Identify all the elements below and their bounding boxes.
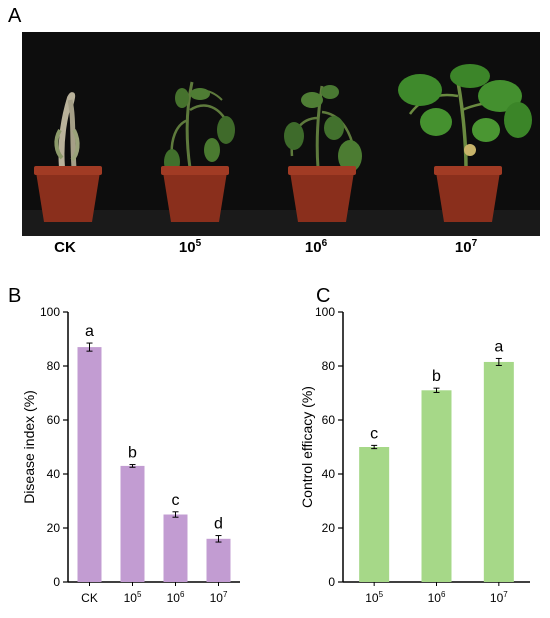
chart-b-x-tick-label: 106: [167, 590, 185, 605]
chart-c-y-axis-label: Control efficacy (%): [299, 386, 315, 508]
chart-b-significance-label: c: [172, 492, 180, 509]
chart-c-panel-letter: C: [316, 285, 330, 307]
pot-1e6: [290, 172, 354, 222]
photo-label-1e5: 105: [179, 238, 202, 256]
chart-b-bar: [163, 514, 188, 582]
chart-b-significance-label: b: [128, 445, 137, 462]
plant-ck: [34, 92, 102, 222]
chart-c-bar: [421, 390, 452, 582]
pot-1e7: [436, 172, 500, 222]
chart-c-y-tick-label: 20: [322, 521, 336, 535]
chart-c-bar: [483, 361, 514, 582]
chart-b-y-tick-label: 100: [40, 305, 60, 319]
photo-labels: CK 105 106 107: [54, 238, 477, 256]
panel-a-letter: A: [8, 5, 22, 27]
photo-label-1e7: 107: [455, 238, 478, 256]
plant-photo: [22, 32, 540, 236]
plant-1e6: [284, 85, 362, 222]
chart-b-x-tick-label: CK: [81, 591, 98, 605]
chart-b-y-tick-label: 20: [47, 521, 61, 535]
chart-c: C 0 20 40 60 80 100 Control efficacy (%) c 105 b 10…: [299, 285, 530, 605]
chart-c-significance-label: c: [370, 425, 378, 442]
chart-c-y-tick-label: 60: [322, 413, 336, 427]
chart-c-bar: [359, 447, 390, 582]
chart-c-significance-label: a: [494, 338, 503, 355]
plant-1e5: [161, 81, 235, 222]
chart-b-bar: [120, 465, 145, 582]
chart-b-panel-letter: B: [8, 285, 21, 307]
photo-label-1e6: 106: [305, 238, 328, 256]
chart-b-y-tick-label: 80: [47, 359, 61, 373]
pot-1e5: [163, 172, 227, 222]
chart-b-y-tick-label: 60: [47, 413, 61, 427]
photo-label-ck: CK: [54, 239, 76, 256]
chart-b: B 0 20 40 60 80 100 Disease index (%) a CK b 105 c 10…: [8, 285, 240, 605]
pot-ck: [36, 172, 100, 222]
chart-b-y-tick-label: 0: [53, 575, 60, 589]
chart-c-x-tick-label: 106: [428, 590, 446, 605]
chart-c-x-tick-label: 105: [365, 590, 383, 605]
chart-c-y-tick-label: 80: [322, 359, 336, 373]
chart-c-significance-label: b: [432, 368, 441, 385]
chart-c-y-tick-label: 100: [315, 305, 335, 319]
chart-b-x-tick-label: 105: [124, 590, 142, 605]
chart-b-bar: [77, 347, 102, 582]
chart-b-y-axis-label: Disease index (%): [21, 390, 37, 504]
chart-b-significance-label: a: [85, 323, 94, 340]
chart-b-x-tick-label: 107: [210, 590, 228, 605]
chart-b-significance-label: d: [214, 516, 223, 533]
chart-b-y-tick-label: 40: [47, 467, 61, 481]
chart-b-bar: [206, 538, 231, 582]
plant-1e7: [398, 64, 532, 222]
chart-c-y-tick-label: 0: [328, 575, 335, 589]
chart-c-y-tick-label: 40: [322, 467, 336, 481]
chart-c-x-tick-label: 107: [490, 590, 508, 605]
